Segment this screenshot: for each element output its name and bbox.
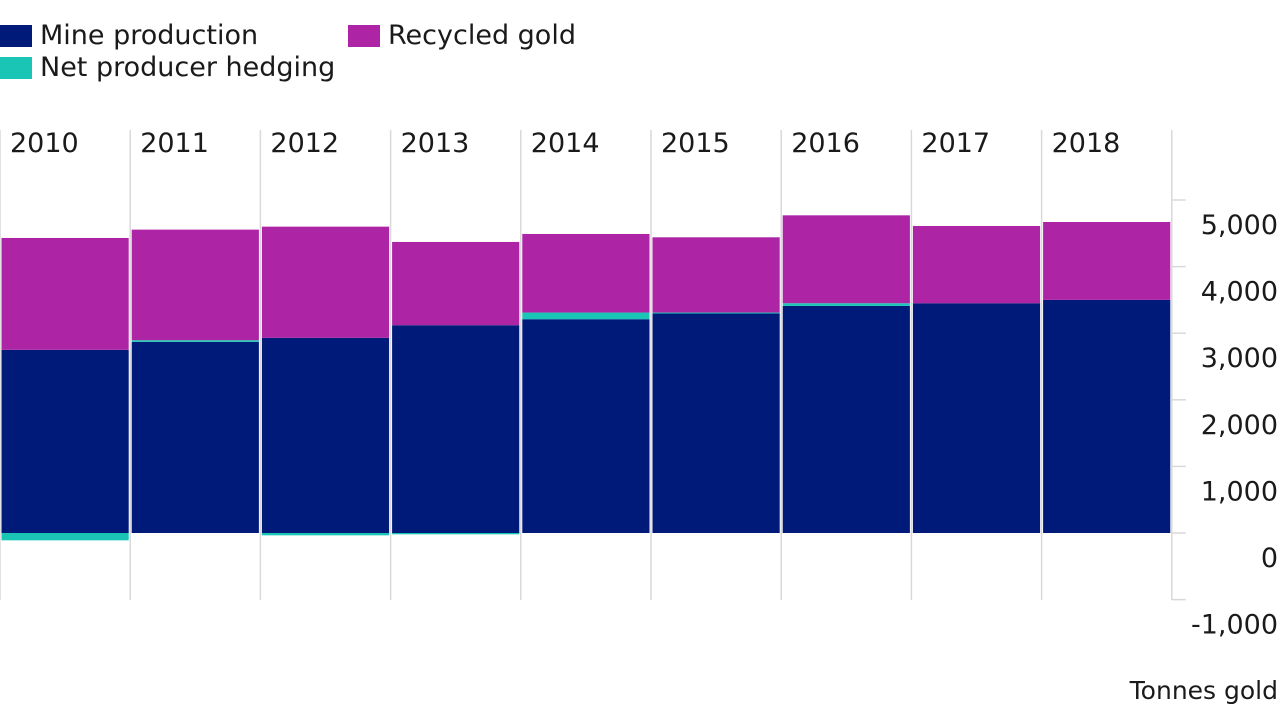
bar-recycled-gold-2010 bbox=[1, 237, 129, 350]
category-label: 2012 bbox=[270, 128, 339, 159]
bar-mine-production-2015 bbox=[652, 313, 780, 533]
y-tick-label: 4,000 bbox=[1201, 277, 1278, 308]
bar-recycled-gold-2014 bbox=[522, 233, 650, 313]
legend-item-mine-production: Mine production bbox=[0, 20, 258, 52]
legend-label-mine-production: Mine production bbox=[40, 20, 259, 51]
bar-recycled-gold-2015 bbox=[652, 237, 780, 313]
bar-net-producer-hedging-2010 bbox=[1, 533, 129, 541]
category-label: 2011 bbox=[140, 128, 209, 159]
bar-mine-production-2018 bbox=[1043, 299, 1171, 533]
legend-label-recycled-gold: Recycled gold bbox=[388, 20, 576, 51]
bar-net-producer-hedging-2015 bbox=[652, 312, 780, 314]
bar-net-producer-hedging-2011 bbox=[131, 340, 259, 342]
bar-recycled-gold-2018 bbox=[1043, 221, 1171, 300]
unit-label: Tonnes gold bbox=[1129, 676, 1278, 705]
category-label: 2017 bbox=[921, 128, 990, 159]
bar-mine-production-2016 bbox=[782, 305, 910, 533]
bar-net-producer-hedging-2014 bbox=[522, 312, 650, 320]
bar-recycled-gold-2012 bbox=[261, 226, 390, 338]
category-label: 2018 bbox=[1052, 128, 1121, 159]
bar-mine-production-2017 bbox=[912, 303, 1041, 533]
bar-mine-production-2012 bbox=[261, 337, 390, 533]
y-tick-label: -1,000 bbox=[1191, 610, 1278, 641]
category-label: 2014 bbox=[531, 128, 600, 159]
y-tick-label: 0 bbox=[1261, 543, 1278, 574]
bar-mine-production-2010 bbox=[1, 349, 129, 533]
legend-swatch-recycled-gold bbox=[348, 25, 380, 47]
category-label: 2016 bbox=[791, 128, 860, 159]
legend-label-net-producer-hedging: Net producer hedging bbox=[40, 52, 336, 83]
legend-item-net-producer-hedging: Net producer hedging bbox=[0, 52, 335, 84]
bar-mine-production-2011 bbox=[131, 341, 259, 533]
bar-recycled-gold-2017 bbox=[912, 225, 1041, 304]
bar-net-producer-hedging-2012 bbox=[261, 533, 390, 536]
y-tick-label: 5,000 bbox=[1201, 210, 1278, 241]
legend-item-recycled-gold: Recycled gold bbox=[348, 20, 576, 52]
bar-net-producer-hedging-2013 bbox=[392, 533, 520, 535]
category-label: 2015 bbox=[661, 128, 730, 159]
bar-mine-production-2014 bbox=[522, 319, 650, 533]
bar-recycled-gold-2016 bbox=[782, 215, 910, 304]
y-tick-label: 3,000 bbox=[1201, 343, 1278, 374]
category-label: 2013 bbox=[401, 128, 470, 159]
bar-mine-production-2013 bbox=[392, 325, 520, 533]
bar-net-producer-hedging-2016 bbox=[782, 303, 910, 306]
y-tick-label: 2,000 bbox=[1201, 410, 1278, 441]
bar-recycled-gold-2013 bbox=[392, 241, 520, 326]
legend-swatch-net-producer-hedging bbox=[0, 57, 32, 79]
legend: Mine production Recycled gold Net produc… bbox=[0, 16, 700, 96]
y-tick-label: 1,000 bbox=[1201, 476, 1278, 507]
category-label: 2010 bbox=[10, 128, 79, 159]
bar-recycled-gold-2011 bbox=[131, 229, 259, 341]
legend-swatch-mine-production bbox=[0, 25, 32, 47]
